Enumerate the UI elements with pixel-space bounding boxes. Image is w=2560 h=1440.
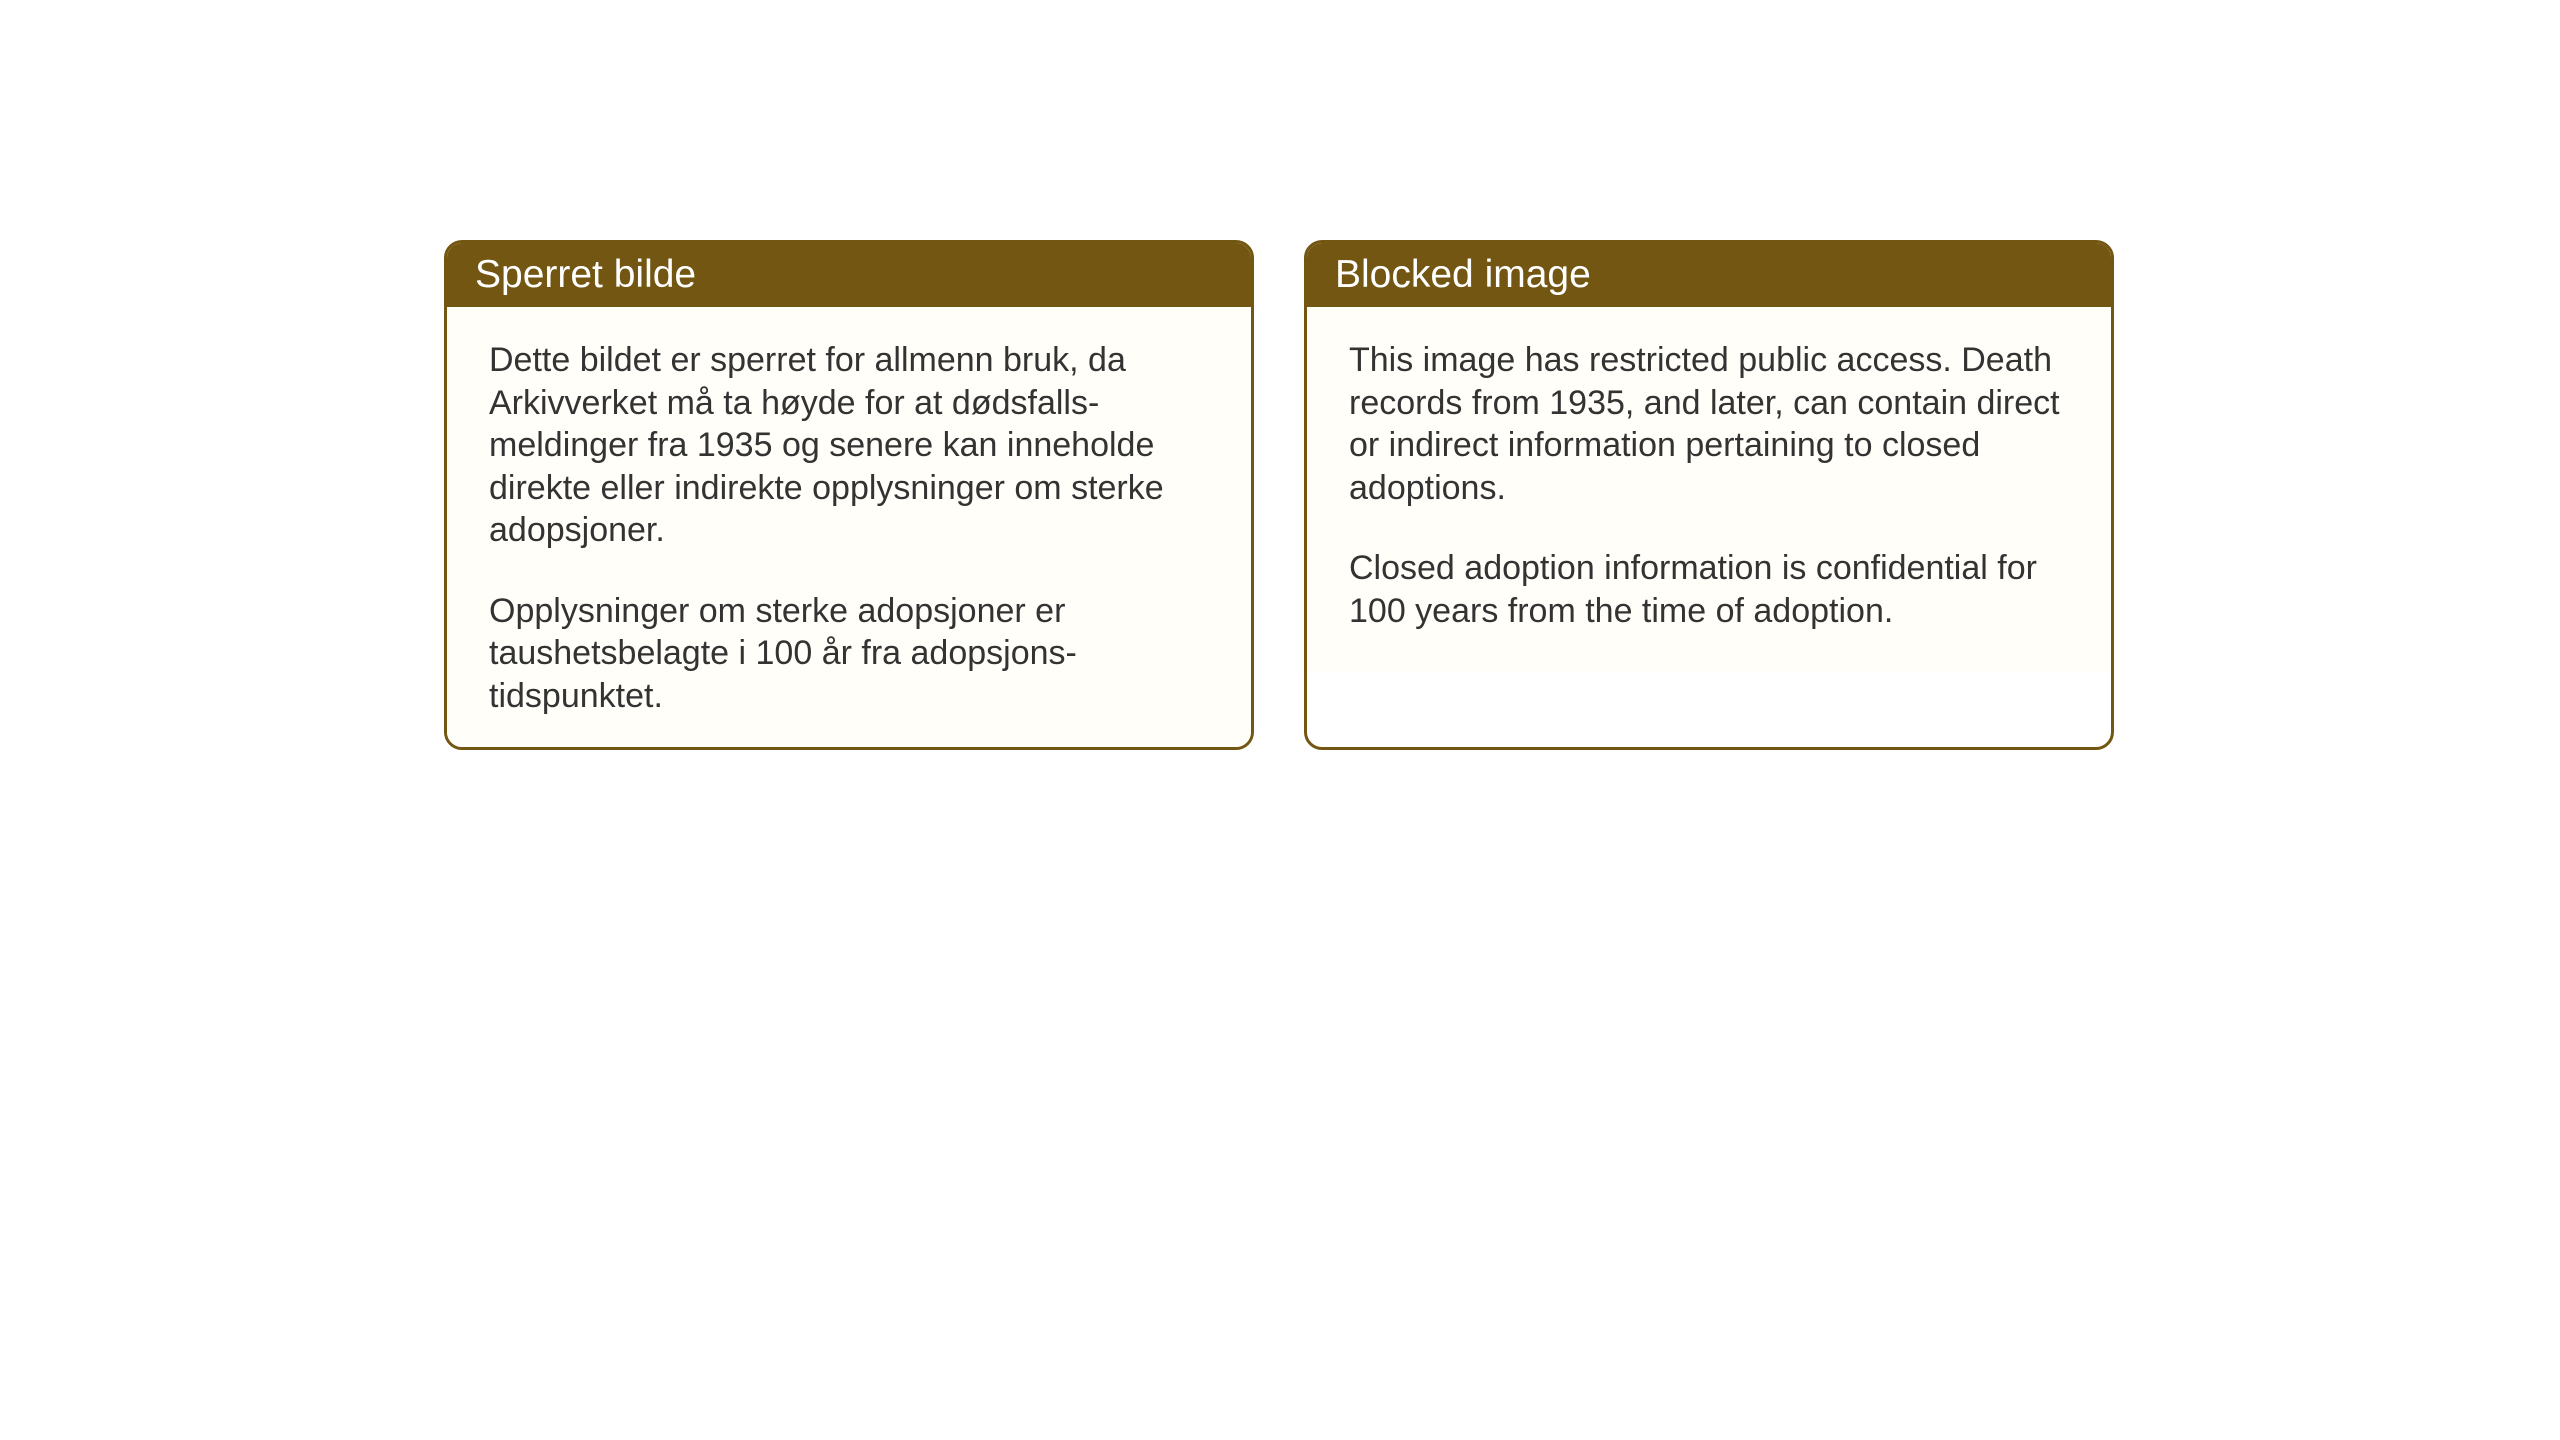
card-paragraph-1-norwegian: Dette bildet er sperret for allmenn bruk… (489, 339, 1209, 552)
card-body-english: This image has restricted public access.… (1307, 307, 2111, 672)
card-paragraph-2-english: Closed adoption information is confident… (1349, 547, 2069, 632)
notice-cards-container: Sperret bilde Dette bildet er sperret fo… (444, 240, 2114, 750)
card-paragraph-1-english: This image has restricted public access.… (1349, 339, 2069, 509)
card-title-norwegian: Sperret bilde (475, 253, 696, 296)
card-header-english: Blocked image (1307, 243, 2111, 307)
card-body-norwegian: Dette bildet er sperret for allmenn bruk… (447, 307, 1251, 750)
card-header-norwegian: Sperret bilde (447, 243, 1251, 307)
card-paragraph-2-norwegian: Opplysninger om sterke adopsjoner er tau… (489, 590, 1209, 718)
card-title-english: Blocked image (1335, 253, 1591, 296)
notice-card-norwegian: Sperret bilde Dette bildet er sperret fo… (444, 240, 1254, 750)
notice-card-english: Blocked image This image has restricted … (1304, 240, 2114, 750)
